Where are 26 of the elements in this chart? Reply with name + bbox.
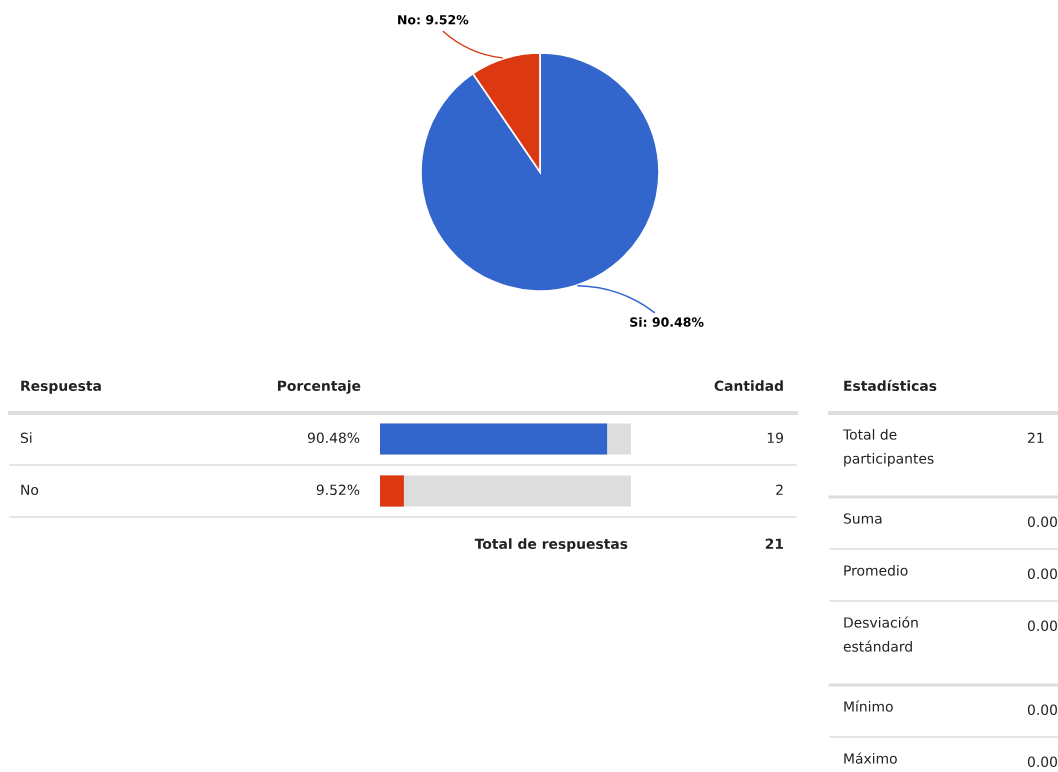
- text: 0.00: [1027, 620, 1057, 632]
- text: 0.00: [1027, 756, 1057, 768]
- data-label: Si: 90.48%: [630, 317, 704, 327]
- text: 0.00: [1027, 704, 1057, 716]
- text: 0.00: [1027, 568, 1057, 580]
- text: Total de respuestas: [474, 538, 628, 552]
- text: 2: [776, 484, 783, 495]
- text: Suma: [843, 513, 882, 524]
- data-label: 9.52%: [316, 484, 360, 496]
- y-tick-label: No: [21, 484, 39, 496]
- data-label: 90.48%: [307, 432, 360, 444]
- text: Promedio: [844, 565, 908, 576]
- text: Mínimo: [844, 700, 893, 712]
- text: 21: [765, 538, 784, 549]
- data-label: No: 9.52%: [398, 14, 469, 25]
- text: Porcentaje: [277, 380, 361, 394]
- text: Respuesta: [21, 380, 101, 394]
- text: Total de participantes: [842, 429, 934, 467]
- text: 19: [767, 432, 784, 444]
- text: 21: [1028, 432, 1044, 443]
- text: Desviación estándard: [843, 616, 918, 652]
- text: Máximo: [844, 752, 897, 764]
- text: Estadísticas: [844, 379, 937, 392]
- text: 0.00: [1027, 516, 1057, 528]
- y-tick-label: Si: [20, 432, 32, 444]
- text: Cantidad: [714, 380, 783, 392]
